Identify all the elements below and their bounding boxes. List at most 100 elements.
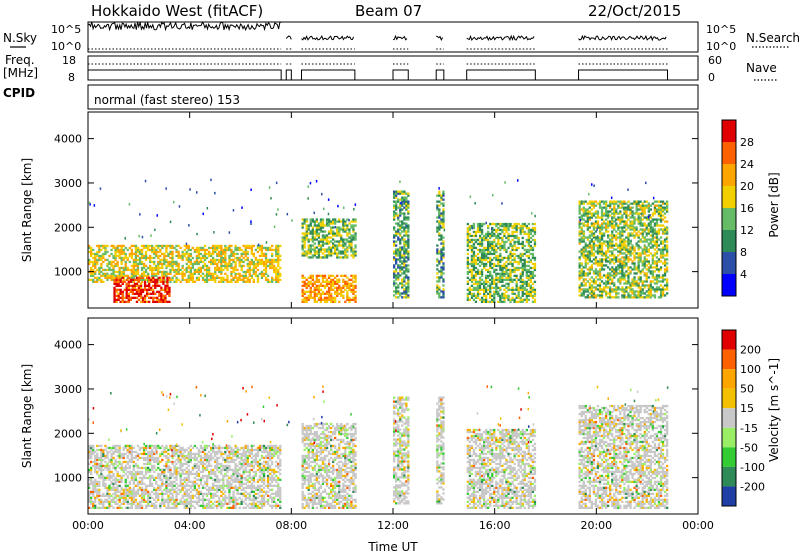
heatmap-cell [255,271,257,273]
heatmap-cell [587,250,589,252]
heatmap-cell [601,201,603,203]
heatmap-cell [251,245,253,247]
heatmap-cell [277,271,279,273]
heatmap-cell [491,301,493,303]
heatmap-cell [352,248,354,250]
heatmap-cell [528,293,530,295]
heatmap-cell [587,288,589,290]
colorbar-segment [722,252,736,274]
heatmap-cell [597,294,599,296]
heatmap-cell [595,286,597,288]
heatmap-cell [532,257,534,259]
heatmap-cell [585,208,587,210]
heatmap-cell [658,260,660,262]
heatmap-cell [128,293,130,295]
heatmap-cell [487,241,489,243]
heatmap-cell [139,257,141,259]
heatmap-cell [208,269,210,271]
heatmap-cell [143,265,145,267]
heatmap-cell [160,287,162,289]
heatmap-cell [401,286,403,288]
heatmap-cell [516,267,518,269]
heatmap-cell [436,290,438,292]
heatmap-cell [232,253,234,255]
heatmap-cell [102,269,104,271]
heatmap-cell [471,265,473,267]
heatmap-cell [401,248,403,250]
heatmap-cell [660,236,662,238]
heatmap-cell [261,259,263,261]
heatmap-cell [354,244,356,246]
heatmap-cell [636,212,638,214]
heatmap-cell [206,275,208,277]
heatmap-cell [216,269,218,271]
heatmap-cell [110,249,112,251]
heatmap-cell [220,265,222,267]
heatmap-cell [585,278,587,280]
heatmap-cell [171,267,173,269]
heatmap-cell [609,238,611,240]
heatmap-cell [492,194,494,197]
heatmap-cell [100,465,102,467]
heatmap-cell [648,244,650,246]
heatmap-cell [407,254,409,256]
heatmap-cell [162,279,164,281]
heatmap-cell [528,245,530,247]
heatmap-cell [583,274,585,276]
heatmap-cell [328,281,330,283]
heatmap-cell [171,277,173,279]
heatmap-cell [516,301,518,303]
heatmap-cell [442,218,444,220]
heatmap-cell [591,266,593,268]
heatmap-cell [397,199,399,201]
heatmap-cell [487,227,489,229]
heatmap-cell [650,242,652,244]
heatmap-cell [214,277,216,279]
heatmap-cell [310,246,312,248]
heatmap-cell [497,265,499,267]
heatmap-cell [218,269,220,271]
heatmap-cell [534,243,536,245]
heatmap-cell [516,247,518,249]
heatmap-cell [90,445,92,447]
heatmap-cell [658,228,660,230]
heatmap-cell [188,257,190,259]
heatmap-cell [399,246,401,248]
heatmap-cell [184,269,186,271]
heatmap-cell [152,285,154,287]
heatmap-cell [352,228,354,230]
heatmap-cell [646,276,648,278]
heatmap-cell [397,201,399,203]
heatmap-cell [112,473,114,475]
heatmap-cell [350,291,352,293]
heatmap-cell [346,246,348,248]
heatmap-cell [479,235,481,237]
heatmap-cell [629,207,631,209]
heatmap-cell [473,275,475,277]
heatmap-cell [623,222,625,224]
heatmap-cell [595,222,597,224]
heatmap-cell [505,265,507,267]
heatmap-cell [495,289,497,291]
heatmap-cell [636,268,638,270]
heatmap-cell [436,276,438,278]
heatmap-cell [644,238,646,240]
heatmap-cell [615,294,617,296]
heatmap-cell [175,249,177,251]
heatmap-cell [169,263,171,265]
heatmap-cell [499,233,501,235]
heatmap-cell [145,247,147,249]
heatmap-cell [477,257,479,259]
heatmap-cell [106,277,108,279]
heatmap-cell [605,218,607,220]
heatmap-cell [471,269,473,271]
heatmap-cell [245,255,247,257]
heatmap-cell [134,283,136,285]
heatmap-cell [190,263,192,265]
heatmap-cell [627,244,629,246]
heatmap-cell [142,289,144,291]
heatmap-cell [522,223,524,225]
heatmap-cell [642,224,644,226]
heatmap-cell [501,279,503,281]
heatmap-cell [514,267,516,269]
